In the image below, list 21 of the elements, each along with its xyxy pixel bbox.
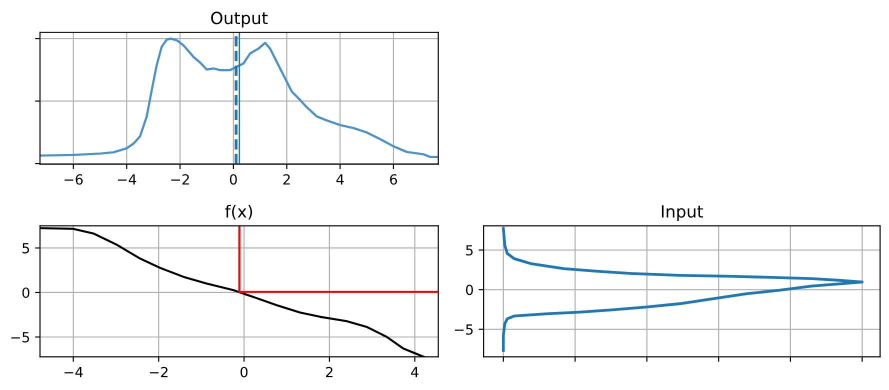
y-tick-label: 5 (466, 245, 473, 256)
x-tick-label: −2 (171, 174, 189, 184)
chart-title: Input (662, 205, 704, 221)
y-tick-label: −5 (11, 332, 30, 342)
x-tick-label: 4 (411, 367, 418, 378)
x-tick-label: 6 (390, 174, 398, 185)
x-tick-label: 0 (230, 174, 237, 185)
y-tick-label: 0 (466, 284, 473, 296)
x-tick-label: −4 (64, 367, 83, 378)
chart-title: Output (211, 12, 268, 28)
y-tick-label: 5 (22, 243, 30, 254)
y-tick-label: −5 (454, 324, 473, 335)
chart-title: f(x) (225, 204, 252, 220)
x-tick-label: 2 (283, 174, 290, 184)
x-tick-label: −2 (150, 366, 168, 378)
x-tick-label: 4 (336, 174, 344, 184)
x-tick-label: 0 (240, 366, 248, 378)
y-tick-label: 0 (22, 287, 30, 298)
x-tick-label: −4 (118, 174, 136, 184)
x-tick-label: 2 (326, 366, 332, 378)
x-tick-label: −6 (64, 174, 83, 185)
